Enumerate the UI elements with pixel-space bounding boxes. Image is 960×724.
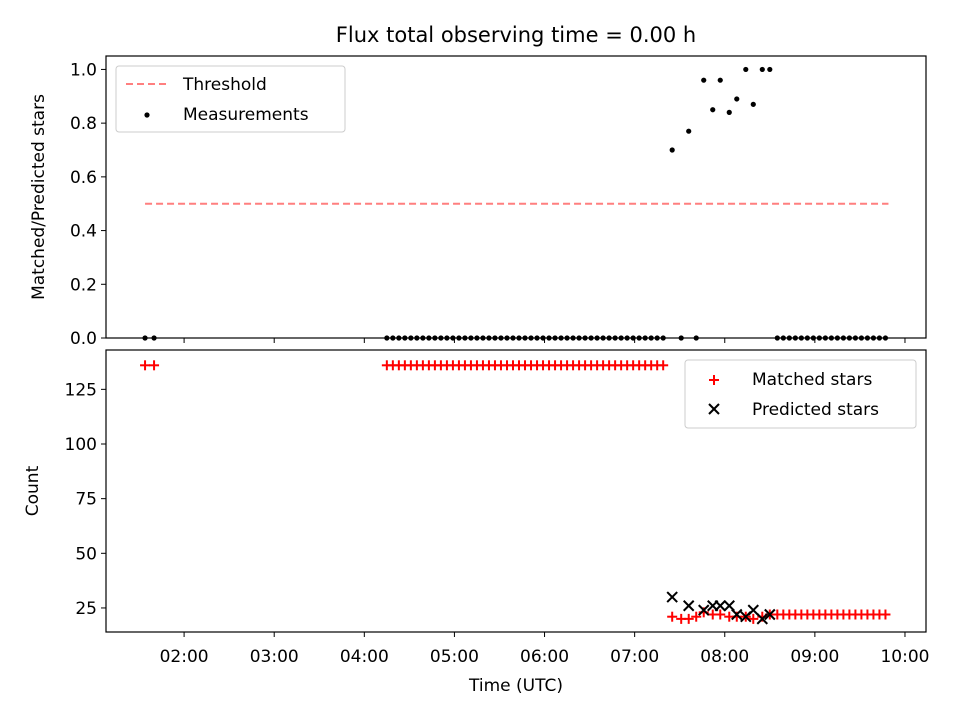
bottom-x-tick-label: 03:00: [250, 647, 299, 667]
legend-predicted-label: Predicted stars: [752, 400, 879, 420]
predicted-star-point: [683, 600, 695, 612]
measurement-point: [686, 128, 692, 134]
matched-star-point: [691, 611, 702, 622]
bottom-y-tick-label: 75: [75, 490, 97, 510]
bottom-x-tick-label: 08:00: [700, 647, 749, 667]
measurement-point: [750, 101, 756, 107]
measurement-point: [710, 107, 716, 113]
top-legend: Threshold Measurements: [115, 65, 346, 133]
legend-measurements-label: Measurements: [183, 105, 309, 125]
top-axes-frame: [105, 55, 927, 339]
bottom-x-tick-label: 04:00: [340, 647, 389, 667]
predicted-star-point: [756, 613, 769, 625]
top-y-tick-label: 0.6: [70, 168, 97, 188]
top-y-tick-label: 0.0: [70, 329, 97, 349]
figure-title: Flux total observing time = 0.00 h: [336, 23, 696, 47]
matched-star-point: [748, 613, 759, 624]
bottom-x-tick-label: 06:00: [520, 647, 569, 667]
bottom-y-tick-label: 125: [65, 380, 97, 400]
top-legend-box: [115, 65, 346, 133]
top-y-tick-label: 0.4: [70, 222, 97, 242]
matched-star-point: [667, 611, 678, 622]
bottom-x-tick-label: 07:00: [610, 647, 659, 667]
matched-star-point: [715, 609, 726, 620]
bottom-y-tick-label: 25: [75, 599, 97, 619]
measurement-point: [726, 109, 732, 115]
top-y-axis: 0.0 0.2 0.4 0.6 0.8 1.0: [70, 60, 106, 349]
top-x-ticks: [183, 338, 906, 343]
bottom-legend: Matched stars Predicted stars: [684, 359, 917, 429]
bottom-x-axis: 02:00 03:00 04:00 05:00 06:00 07:00 08:00 09:00…: [160, 632, 929, 667]
bottom-y-axis-label: Count: [23, 465, 43, 516]
measurement-point: [767, 66, 773, 73]
legend-threshold-label: Threshold: [182, 75, 267, 95]
predicted-star-point: [764, 608, 776, 621]
top-y-tick-label: 1.0: [70, 60, 97, 80]
legend-predicted-swatch: [708, 403, 720, 415]
measurement-point: [717, 77, 723, 83]
top-y-tick-label: 0.2: [70, 275, 97, 295]
legend-matched-label: Matched stars: [752, 370, 872, 390]
matched-star-point: [140, 360, 151, 371]
matched-star-point: [683, 613, 694, 624]
predicted-star-point: [747, 604, 759, 616]
bottom-x-tick-label: 09:00: [790, 647, 839, 667]
bottom-axes-frame: [105, 349, 927, 633]
panel-bottom: 25 50 75 100 125 02:00 03:00 04:00 05:00 06:00 07…: [23, 349, 929, 696]
measurement-point: [701, 77, 707, 83]
bottom-y-tick-label: 100: [65, 435, 97, 455]
panel-top: 0.0 0.2 0.4 0.6 0.8 1.0 Matched/Predicted sta…: [29, 55, 927, 349]
top-y-axis-label: Matched/Predicted stars: [29, 94, 49, 300]
bottom-legend-box: [684, 359, 917, 429]
bottom-marks: [140, 360, 891, 625]
bottom-x-tick-label: 10:00: [880, 647, 929, 667]
bottom-x-tick-label: 02:00: [160, 647, 209, 667]
legend-measurements-swatch: [144, 112, 150, 118]
predicted-star-point: [714, 600, 726, 612]
measurement-point: [743, 66, 749, 73]
measurement-point: [759, 66, 765, 73]
predicted-star-point: [698, 604, 710, 616]
legend-matched-swatch: [709, 375, 719, 385]
measurement-point: [734, 96, 740, 102]
top-marks: [142, 66, 889, 341]
matched-star-point: [880, 609, 891, 620]
top-y-tick-label: 0.8: [70, 114, 97, 134]
bottom-x-axis-label: Time (UTC): [468, 676, 563, 696]
bottom-y-axis: 25 50 75 100 125: [65, 380, 106, 619]
measurement-point: [669, 147, 675, 153]
matched-star-point: [149, 360, 160, 371]
bottom-y-tick-label: 50: [75, 544, 97, 564]
bottom-x-tick-label: 05:00: [430, 647, 479, 667]
predicted-star-point: [666, 591, 678, 603]
predicted-star-point: [731, 608, 743, 621]
matched-star-point: [658, 360, 669, 371]
